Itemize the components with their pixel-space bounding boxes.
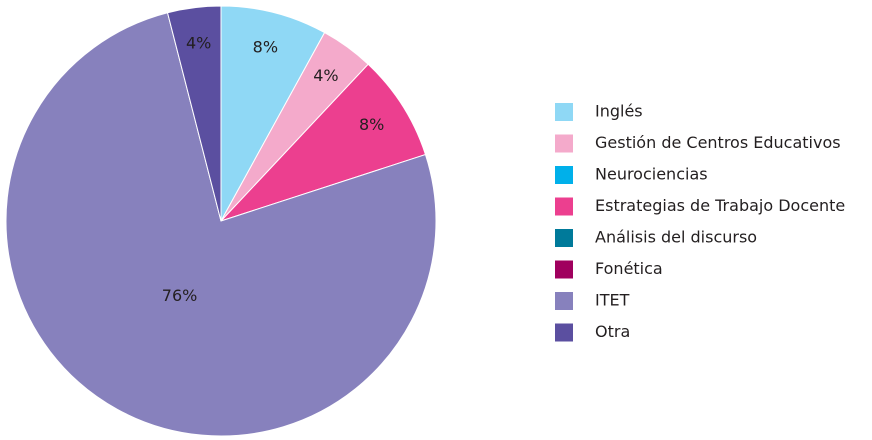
- pie-slice: [5, 12, 437, 437]
- legend-swatch: [555, 134, 573, 153]
- legend-label: Estrategias de Trabajo Docente: [595, 196, 845, 215]
- legend-label: Fonética: [595, 259, 663, 278]
- pie-slice: [166, 5, 222, 222]
- legend-swatch: [555, 103, 573, 121]
- legend-label: ITET: [595, 291, 630, 310]
- legend-swatch: [555, 260, 573, 279]
- legend-swatch: [555, 323, 573, 342]
- data-label: 76%: [162, 286, 198, 305]
- legend-label: Neurociencias: [595, 165, 708, 184]
- legend-swatch: [555, 166, 573, 184]
- legend-label: Otra: [595, 322, 630, 341]
- legend-label: Análisis del discurso: [595, 228, 757, 247]
- data-label: 8%: [253, 38, 278, 57]
- legend-swatch: [555, 229, 573, 247]
- legend-swatch: [555, 292, 573, 310]
- legend-label: Inglés: [595, 102, 643, 121]
- pie-slice: [220, 5, 326, 222]
- pie-slice: [220, 63, 427, 222]
- data-label: 8%: [359, 115, 384, 134]
- legend-swatch: [555, 197, 573, 216]
- data-label: 4%: [313, 66, 338, 85]
- data-label: 4%: [186, 33, 211, 52]
- legend-label: Gestión de Centros Educativos: [595, 133, 841, 152]
